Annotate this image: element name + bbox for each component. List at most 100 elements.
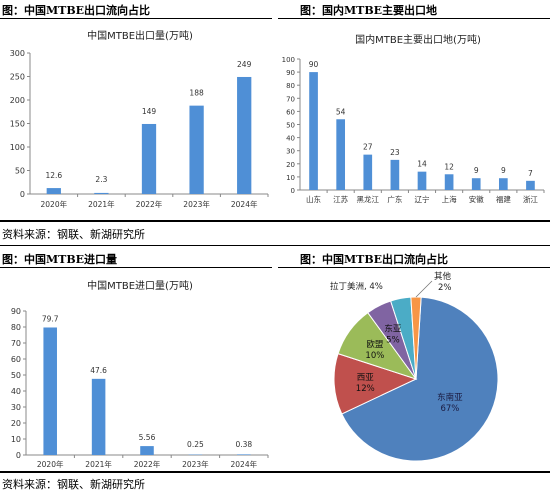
data-label: 249 xyxy=(237,60,252,69)
slice-label-latam: 拉丁美洲, 4% xyxy=(330,281,383,292)
y-tick-label: 200 xyxy=(10,96,25,105)
bar xyxy=(46,188,61,194)
bar xyxy=(237,454,251,455)
y-tick-label: 0 xyxy=(20,190,25,199)
panel-export-volume: 图：中国MTBE出口流向占比 中国MTBE出口量(万吨) 0 50 100 150 200… xyxy=(0,0,272,245)
data-label: 7 xyxy=(528,169,533,178)
bar xyxy=(43,327,57,455)
data-label: 149 xyxy=(142,107,157,116)
bar xyxy=(498,178,508,190)
panel-export-flow: 图：中国MTBE出口流向占比 东南亚 67% 西亚 12% 欧盟 10% 东亚 5% 拉丁美洲,… xyxy=(278,249,550,469)
bar xyxy=(237,76,252,194)
bar xyxy=(94,192,109,194)
y-tick-label: 0 xyxy=(16,451,21,460)
y-tick-label: 80 xyxy=(286,82,295,90)
y-tick-label: 60 xyxy=(286,108,295,116)
slice-label: 欧盟 xyxy=(366,339,384,350)
data-label: 9 xyxy=(501,166,506,175)
data-label: 27 xyxy=(363,143,373,152)
y-tick-label: 90 xyxy=(286,69,295,77)
bar xyxy=(471,178,481,190)
chart-title: 国内MTBE主要出口地(万吨) xyxy=(355,33,481,46)
y-tick-label: 30 xyxy=(11,403,21,412)
bar xyxy=(390,159,400,190)
bar xyxy=(141,123,157,194)
header-rule xyxy=(278,267,550,268)
bar xyxy=(309,72,318,190)
bar xyxy=(189,105,204,194)
bar xyxy=(526,180,535,190)
slice-label: 东亚 xyxy=(384,324,402,335)
slice-label-other: 其他 xyxy=(434,271,452,282)
x-tick-label: 广东 xyxy=(387,194,402,204)
y-tick-label: 20 xyxy=(286,161,295,169)
source-note-top: 资料来源：钢联、新湖研究所 xyxy=(2,228,145,241)
slice-percent-other: 2% xyxy=(438,283,452,293)
data-label: 0.25 xyxy=(187,440,204,449)
panel-header: 图：中国MTBE进口量 xyxy=(2,253,118,266)
y-tick-label: 50 xyxy=(11,371,21,380)
x-tick-label: 上海 xyxy=(442,194,457,204)
pie-slice xyxy=(333,353,418,415)
y-tick-label: 90 xyxy=(11,307,21,316)
x-tick-label: 2020年 xyxy=(41,199,68,209)
slice-label: 东南亚 xyxy=(437,392,463,403)
x-tick-label: 2021年 xyxy=(85,459,112,469)
y-tick-label: 30 xyxy=(286,148,295,156)
section-rule xyxy=(0,245,550,246)
x-tick-label: 2022年 xyxy=(134,459,161,469)
x-tick-label: 2024年 xyxy=(231,459,258,469)
slice-percent: 67% xyxy=(440,404,459,414)
chart-title: 中国MTBE出口量(万吨) xyxy=(87,29,193,42)
slice-percent: 5% xyxy=(386,336,400,346)
data-label: 188 xyxy=(189,89,204,98)
chart-title: 中国MTBE进口量(万吨) xyxy=(87,279,193,292)
y-tick-label: 100 xyxy=(10,143,25,152)
data-label: 54 xyxy=(336,107,346,116)
data-label: 0.38 xyxy=(235,440,252,449)
x-tick-label: 2022年 xyxy=(136,199,163,209)
x-tick-label: 2021年 xyxy=(88,199,115,209)
x-tick-label: 江苏 xyxy=(333,194,348,204)
y-tick-label: 300 xyxy=(10,49,25,58)
bar xyxy=(444,174,454,190)
y-tick-label: 40 xyxy=(11,387,21,396)
x-tick-label: 2023年 xyxy=(182,459,209,469)
x-tick-label: 山东 xyxy=(306,194,321,204)
data-label: 12 xyxy=(444,162,454,171)
y-tick-label: 250 xyxy=(10,73,25,82)
section-rule xyxy=(0,471,550,473)
slice-percent: 12% xyxy=(356,384,375,394)
y-tick-label: 40 xyxy=(286,135,295,143)
y-tick-label: 80 xyxy=(11,323,21,332)
pie-slice xyxy=(341,296,499,462)
bar xyxy=(336,119,346,190)
data-label: 12.6 xyxy=(45,171,62,180)
x-tick-label: 辽宁 xyxy=(415,194,430,204)
data-label: 23 xyxy=(390,148,400,157)
x-tick-label: 黑龙江 xyxy=(357,194,380,204)
header-rule xyxy=(278,18,550,19)
header-rule xyxy=(0,18,272,19)
x-tick-label: 浙江 xyxy=(523,194,538,204)
y-tick-label: 10 xyxy=(286,174,295,182)
data-label: 2.3 xyxy=(95,175,107,184)
slice-label: 西亚 xyxy=(357,373,375,383)
panel-header: 图：中国MTBE出口流向占比 xyxy=(2,4,151,17)
y-tick-label: 20 xyxy=(11,419,21,428)
y-tick-label: 150 xyxy=(10,120,25,129)
y-tick-label: 70 xyxy=(11,339,21,348)
bar xyxy=(91,378,106,455)
slice-percent: 10% xyxy=(365,351,384,361)
y-tick-label: 50 xyxy=(286,122,295,130)
source-note-bottom: 资料来源：钢联、新湖研究所 xyxy=(2,478,145,491)
data-label: 9 xyxy=(474,166,479,175)
y-tick-label: 70 xyxy=(286,95,295,103)
x-tick-label: 2020年 xyxy=(37,459,64,469)
import-volume-chart: 中国MTBE进口量(万吨) 0 10 20 30 40 50 60 70 80 90 2020年 79.… xyxy=(11,279,269,469)
panel-header: 图：国内MTBE主要出口地 xyxy=(300,4,438,17)
section-rule xyxy=(0,220,550,222)
panel-header: 图：中国MTBE出口流向占比 xyxy=(300,253,449,266)
data-label: 79.7 xyxy=(42,314,59,323)
